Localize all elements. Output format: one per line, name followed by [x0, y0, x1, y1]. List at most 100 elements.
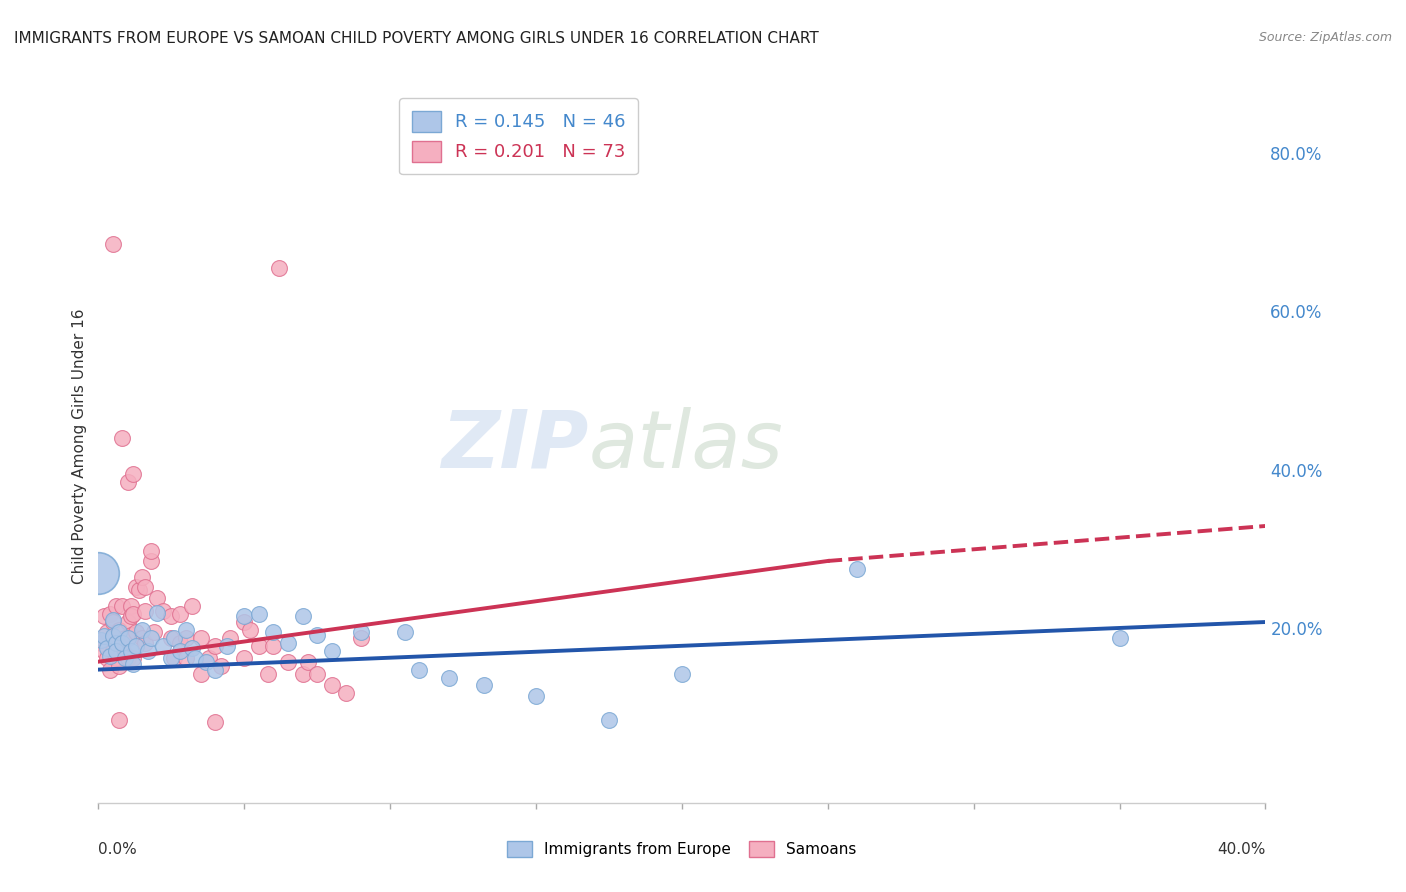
- Point: [394, 625, 416, 640]
- Text: Source: ZipAtlas.com: Source: ZipAtlas.com: [1258, 31, 1392, 45]
- Point: [671, 667, 693, 681]
- Point: [117, 475, 139, 489]
- Point: [524, 689, 547, 703]
- Point: [204, 639, 226, 653]
- Point: [90, 635, 112, 649]
- Point: [111, 639, 134, 653]
- Point: [472, 678, 495, 692]
- Point: [152, 639, 174, 653]
- Point: [111, 635, 134, 649]
- Point: [104, 635, 127, 649]
- Text: atlas: atlas: [589, 407, 783, 485]
- Point: [93, 609, 115, 624]
- Point: [1108, 631, 1130, 645]
- Point: [128, 583, 150, 598]
- Point: [131, 570, 153, 584]
- Point: [122, 657, 145, 671]
- Point: [108, 623, 131, 637]
- Point: [134, 604, 156, 618]
- Point: [190, 667, 212, 681]
- Point: [139, 554, 162, 568]
- Point: [408, 663, 430, 677]
- Point: [125, 580, 148, 594]
- Point: [209, 659, 232, 673]
- Point: [146, 591, 169, 606]
- Point: [117, 615, 139, 629]
- Point: [125, 625, 148, 640]
- Point: [160, 609, 183, 624]
- Point: [139, 543, 162, 558]
- Point: [174, 651, 197, 665]
- Point: [120, 643, 142, 657]
- Point: [321, 678, 343, 692]
- Point: [269, 260, 291, 275]
- Point: [163, 631, 186, 645]
- Point: [93, 643, 115, 657]
- Point: [198, 651, 221, 665]
- Point: [101, 631, 124, 645]
- Point: [139, 631, 162, 645]
- Point: [233, 651, 256, 665]
- Point: [195, 655, 218, 669]
- Point: [136, 643, 159, 657]
- Point: [120, 609, 142, 624]
- Point: [114, 647, 136, 661]
- Point: [291, 609, 314, 624]
- Point: [160, 631, 183, 645]
- Point: [96, 651, 118, 665]
- Point: [277, 635, 299, 649]
- Point: [598, 713, 620, 727]
- Point: [247, 607, 270, 621]
- Point: [108, 625, 131, 640]
- Point: [104, 651, 127, 665]
- Point: [233, 609, 256, 624]
- Point: [350, 625, 373, 640]
- Point: [120, 628, 142, 642]
- Point: [117, 651, 139, 665]
- Point: [180, 641, 202, 656]
- Point: [101, 614, 124, 628]
- Point: [131, 623, 153, 637]
- Point: [101, 643, 124, 657]
- Point: [122, 607, 145, 621]
- Point: [169, 635, 191, 649]
- Point: [134, 635, 156, 649]
- Point: [108, 713, 131, 727]
- Point: [111, 599, 134, 614]
- Point: [169, 643, 191, 657]
- Point: [146, 606, 169, 620]
- Point: [104, 635, 127, 649]
- Point: [93, 629, 115, 643]
- Point: [277, 655, 299, 669]
- Point: [104, 643, 127, 657]
- Point: [321, 643, 343, 657]
- Point: [125, 639, 148, 653]
- Point: [160, 651, 183, 665]
- Point: [120, 599, 142, 614]
- Y-axis label: Child Poverty Among Girls Under 16: Child Poverty Among Girls Under 16: [72, 309, 87, 583]
- Point: [297, 655, 319, 669]
- Point: [101, 615, 124, 629]
- Text: 0.0%: 0.0%: [98, 842, 138, 857]
- Point: [101, 236, 124, 251]
- Point: [262, 639, 284, 653]
- Point: [117, 631, 139, 645]
- Point: [291, 667, 314, 681]
- Point: [108, 659, 131, 673]
- Point: [204, 714, 226, 729]
- Point: [204, 663, 226, 677]
- Point: [846, 562, 869, 576]
- Point: [131, 631, 153, 645]
- Point: [101, 629, 124, 643]
- Point: [122, 651, 145, 665]
- Point: [335, 686, 357, 700]
- Point: [174, 623, 197, 637]
- Point: [87, 566, 110, 580]
- Point: [90, 633, 112, 648]
- Point: [152, 604, 174, 618]
- Text: IMMIGRANTS FROM EUROPE VS SAMOAN CHILD POVERTY AMONG GIRLS UNDER 16 CORRELATION : IMMIGRANTS FROM EUROPE VS SAMOAN CHILD P…: [14, 31, 818, 46]
- Point: [307, 667, 329, 681]
- Point: [134, 580, 156, 594]
- Point: [233, 615, 256, 629]
- Point: [437, 671, 460, 685]
